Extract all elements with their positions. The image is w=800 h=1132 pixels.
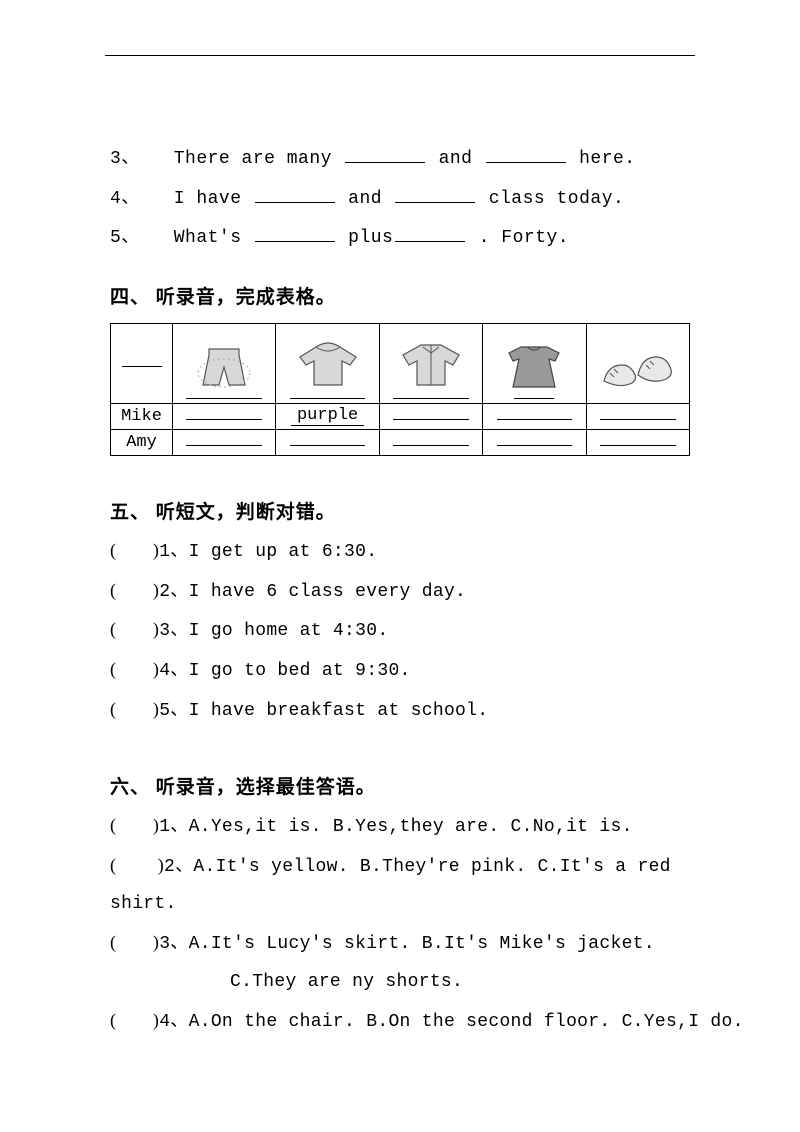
fill-item-5: 5、 What's plus . Forty. [110,219,690,259]
blank-field[interactable] [345,145,425,163]
mc-item-3-extra: C.They are ny shorts. [230,964,690,1002]
section6-heading: 六、 听录音，选择最佳答语。 [110,769,690,807]
blank-field[interactable] [395,185,475,203]
mc-item-4: ( )4、A.On the chair. B.On the second flo… [110,1002,690,1042]
table-cell[interactable] [173,403,276,429]
text-mid: and [348,189,393,209]
answer-bracket[interactable]: ( ) [110,815,159,835]
item-number: 4、 [110,189,140,209]
tf-item-1: ( )1、I get up at 6:30. [110,532,690,572]
table-row-amy: Amy [111,429,690,455]
text-mid: and [439,149,484,169]
table-cell[interactable] [173,429,276,455]
section6-items: ( )1、A.Yes,it is. B.Yes,they are. C.No,i… [110,807,690,1042]
clothing-cell-sweater [276,323,379,403]
table-cell[interactable] [586,429,689,455]
mc-item-3: ( )3、A.It's Lucy's skirt. B.It's Mike's … [110,924,690,964]
tf-item-3: ( )3、I go home at 4:30. [110,611,690,651]
item-text: A.It's Lucy's skirt. B.It's Mike's jacke… [189,934,655,954]
item-text: I get up at 6:30. [189,542,378,562]
sweater-icon [292,341,364,391]
table-cell[interactable] [379,403,482,429]
section3-items: 3、 There are many and here. 4、 I have an… [110,140,690,259]
dress-icon [501,341,567,391]
text-mid: plus [348,228,393,248]
table-cell[interactable] [276,429,379,455]
item-number: 3、 [110,149,140,169]
content: 3、 There are many and here. 4、 I have an… [110,140,690,1042]
page: 3、 There are many and here. 4、 I have an… [0,0,800,1132]
clothing-table: Mike purple Amy [110,323,690,456]
mc-item-1: ( )1、A.Yes,it is. B.Yes,they are. C.No,i… [110,807,690,847]
section5-heading: 五、 听短文，判断对错。 [110,494,690,532]
header-blank-cell [111,323,173,403]
text-before: There are many [174,149,344,169]
section4-heading: 四、 听录音，完成表格。 [110,279,690,317]
item-text: I go home at 4:30. [189,621,389,641]
item-number: 2、 [164,857,193,877]
jacket-icon [395,341,467,391]
answer-bracket[interactable]: ( ) [110,619,159,639]
mc-item-2: ( )2、A.It's yellow. B.They're pink. C.It… [110,847,690,887]
item-extra: C.They are ny shorts. [230,972,463,992]
shoes-icon [598,349,678,397]
item-number: 3、 [159,934,188,954]
item-text: I go to bed at 9:30. [189,661,411,681]
item-text: A.On the chair. B.On the second floor. C… [189,1012,744,1032]
table-cell[interactable] [483,429,586,455]
table-row-mike: Mike purple [111,403,690,429]
text-before: I have [174,189,253,209]
answer-bracket[interactable]: ( ) [110,1010,159,1030]
table-cell[interactable] [379,429,482,455]
text-before: What's [174,228,253,248]
text-after: class today. [489,189,625,209]
fill-item-3: 3、 There are many and here. [110,140,690,180]
clothing-cell-jacket [379,323,482,403]
tf-item-5: ( )5、I have breakfast at school. [110,691,690,731]
header-rule [105,55,695,56]
text-after: . Forty. [479,228,569,248]
blank-field[interactable] [486,145,566,163]
tf-item-4: ( )4、I go to bed at 9:30. [110,651,690,691]
item-text: I have breakfast at school. [189,701,489,721]
clothing-cell-dress [483,323,586,403]
text-after: here. [579,149,636,169]
item-text: A.Yes,it is. B.Yes,they are. C.No,it is. [189,817,633,837]
item-wrap: shirt. [110,894,177,914]
answer-bracket[interactable]: ( ) [110,699,159,719]
tf-item-2: ( )2、I have 6 class every day. [110,572,690,612]
item-number: 4、 [159,1012,188,1032]
fill-item-4: 4、 I have and class today. [110,180,690,220]
answer-bracket[interactable]: ( ) [110,580,159,600]
row-label: Mike [111,403,173,429]
table-header-row [111,323,690,403]
clothing-cell-shoes [586,323,689,403]
item-text: A.It's yellow. B.They're pink. C.It's a … [193,857,670,877]
answer-bracket[interactable]: ( ) [110,659,159,679]
item-number: 5、 [110,228,140,248]
blank-field[interactable] [255,185,335,203]
blank-field[interactable] [395,224,465,242]
section5-items: ( )1、I get up at 6:30. ( )2、I have 6 cla… [110,532,690,731]
shorts-icon [193,343,255,391]
row-label: Amy [111,429,173,455]
table-cell[interactable]: purple [276,403,379,429]
item-number: 1、 [159,817,188,837]
answer-bracket[interactable]: ( ) [110,855,164,875]
blank-field[interactable] [255,224,335,242]
table-cell[interactable] [586,403,689,429]
mc-item-2-wrap: shirt. [110,886,690,924]
clothing-cell-shorts [173,323,276,403]
answer-bracket[interactable]: ( ) [110,540,159,560]
table-cell[interactable] [483,403,586,429]
item-text: I have 6 class every day. [189,582,467,602]
answer-bracket[interactable]: ( ) [110,932,159,952]
